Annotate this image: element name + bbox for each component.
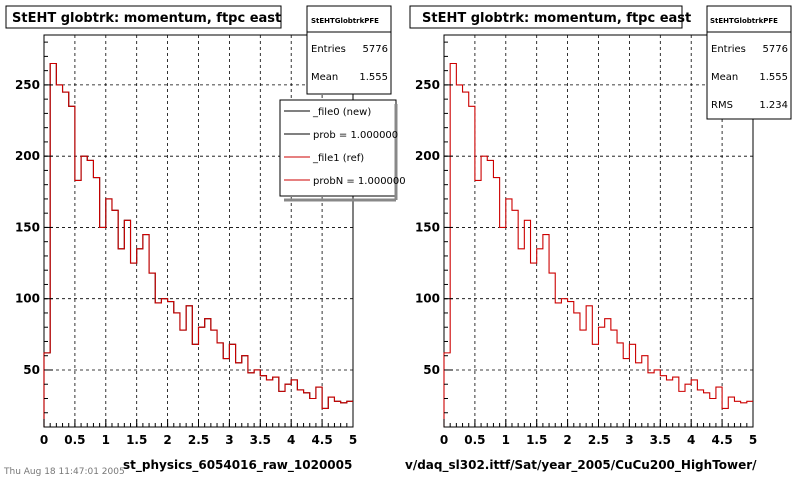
x-tick-label: 4 — [687, 433, 695, 447]
stats-label-rms: RMS — [711, 100, 733, 111]
y-tick-label: 150 — [15, 220, 40, 234]
stats-name: StEHTGlobtrkPFE — [311, 17, 379, 25]
x-tick-label: 4.5 — [311, 433, 332, 447]
y-tick-label: 250 — [15, 78, 40, 92]
axes: 0 0.5 1 1.5 2 2.5 3 3.5 4 4.5 5 50 100 150 200 250 — [415, 41, 757, 447]
x-tick-label: 1.5 — [526, 433, 547, 447]
legend-label-probN: probN = 1.000000 — [313, 176, 406, 187]
title-box — [409, 5, 683, 29]
footer-timestamp: Thu Aug 18 11:47:01 2005 — [3, 467, 125, 477]
x-tick-label: 1 — [102, 433, 110, 447]
stats-name: StEHTGlobtrkPFE — [710, 17, 778, 25]
stats-value-mean: 1.555 — [759, 72, 788, 83]
stats-label-entries: Entries — [711, 44, 746, 55]
x-tick-label: 3.5 — [250, 433, 271, 447]
x-tick-label: 0 — [440, 433, 448, 447]
x-tick-label: 2 — [163, 433, 171, 447]
stats-value-entries: 5776 — [363, 44, 388, 55]
y-tick-label: 200 — [415, 149, 440, 163]
x-tick-label: 5 — [349, 433, 357, 447]
chart-title: StEHT globtrk: momentum, ftpc east — [422, 11, 691, 26]
x-tick-label: 0.5 — [64, 433, 85, 447]
stats-label-entries: Entries — [311, 44, 346, 55]
x-tick-label: 4 — [287, 433, 295, 447]
chart-title: StEHT globtrk: momentum, ftpc east — [12, 11, 281, 26]
x-tick-label: 3 — [625, 433, 633, 447]
histogram-panel-right: 0 0.5 1 1.5 2 2.5 3 3.5 4 4.5 5 50 100 150 200 250 StEH… — [405, 5, 792, 473]
x-axis-label: st_physics_6054016_raw_1020005 — [123, 458, 352, 473]
legend: _file0 (new) prob = 1.000000 _file1 (ref… — [279, 99, 406, 202]
axes: 0 0.5 1 1.5 2 2.5 3 3.5 4 4.5 5 50 100 150 200 250 — [15, 41, 357, 447]
histogram-series-0 — [443, 62, 753, 427]
x-tick-label: 5 — [749, 433, 757, 447]
x-tick-label: 2 — [563, 433, 571, 447]
x-tick-label: 3.5 — [650, 433, 671, 447]
series-group — [43, 62, 353, 427]
x-tick-label: 4.5 — [711, 433, 732, 447]
x-tick-label: 2.5 — [588, 433, 609, 447]
stats-label-mean: Mean — [711, 72, 738, 83]
legend-label-file0: _file0 (new) — [312, 107, 371, 118]
x-tick-label: 1.5 — [126, 433, 147, 447]
x-tick-label: 1 — [502, 433, 510, 447]
grid — [44, 35, 353, 427]
legend-label-file1: _file1 (ref) — [312, 153, 364, 164]
stats-box: StEHTGlobtrkPFE Entries 5776 Mean 1.555 … — [706, 5, 792, 120]
stats-value-entries: 5776 — [763, 44, 788, 55]
legend-label-prob: prob = 1.000000 — [313, 130, 398, 141]
histogram-series-1 — [43, 62, 353, 427]
stats-value-rms: 1.234 — [759, 100, 788, 111]
y-tick-label: 50 — [423, 363, 440, 377]
title-box — [5, 5, 282, 29]
x-tick-label: 0.5 — [464, 433, 485, 447]
y-tick-label: 250 — [415, 78, 440, 92]
x-tick-label: 2.5 — [188, 433, 209, 447]
stats-box: StEHTGlobtrkPFE Entries 5776 Mean 1.555 — [306, 5, 392, 95]
stats-label-mean: Mean — [311, 72, 338, 83]
histogram-panel-left: 0 0.5 1 1.5 2 2.5 3 3.5 4 4.5 5 50 100 150 200 250 StEH… — [5, 5, 406, 473]
y-tick-label: 100 — [15, 292, 40, 306]
x-tick-label: 3 — [225, 433, 233, 447]
y-tick-label: 200 — [15, 149, 40, 163]
y-tick-label: 100 — [415, 292, 440, 306]
series-group — [443, 62, 753, 427]
grid — [444, 35, 753, 427]
y-tick-label: 150 — [415, 220, 440, 234]
y-tick-label: 50 — [23, 363, 40, 377]
x-tick-label: 0 — [40, 433, 48, 447]
x-axis-label: v/daq_sl302.ittf/Sat/year_2005/CuCu200_H… — [405, 458, 757, 473]
stats-value-mean: 1.555 — [359, 72, 388, 83]
